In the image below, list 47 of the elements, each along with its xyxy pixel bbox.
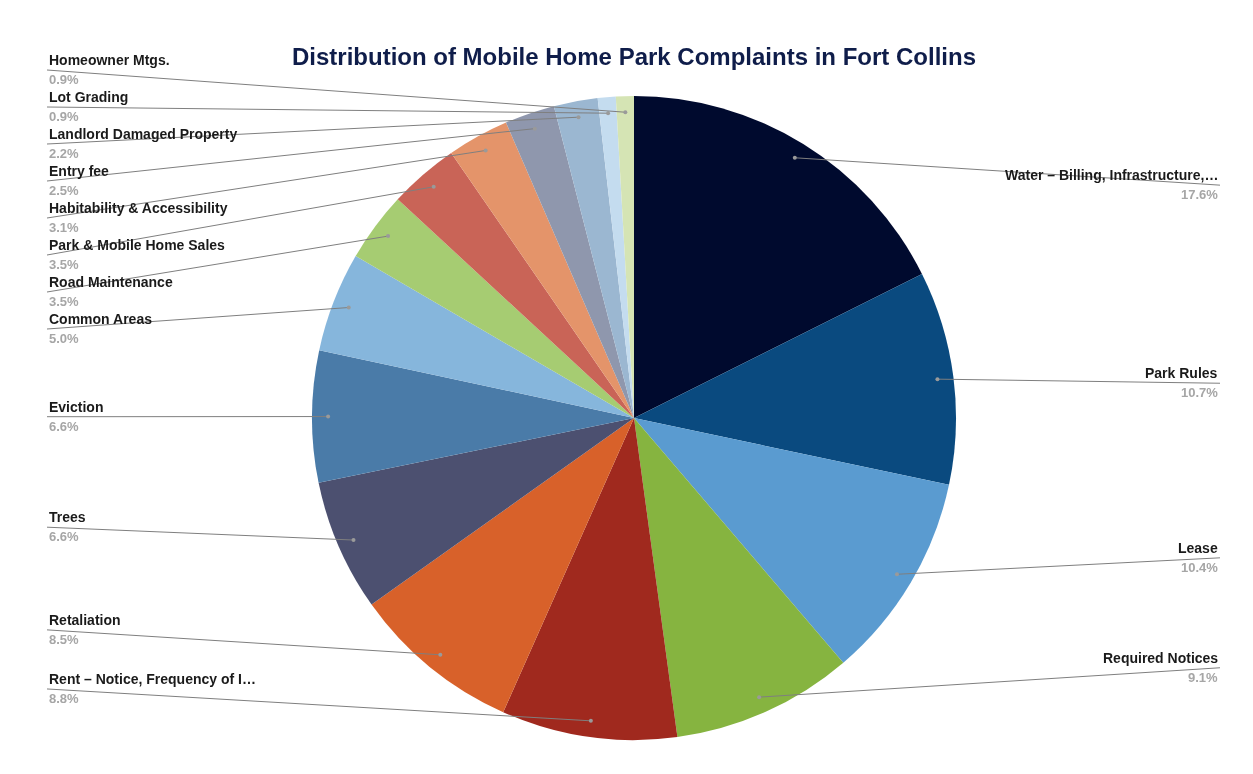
pie-slice xyxy=(371,418,634,713)
slice-label: Common Areas xyxy=(49,311,153,327)
pie-slice xyxy=(634,418,949,663)
data-label: 2.2% xyxy=(49,146,80,161)
slice-label: Eviction xyxy=(49,399,104,415)
slice-label: Landlord Damaged Property xyxy=(49,126,238,142)
data-label: 3.1% xyxy=(49,220,80,235)
slice-label: Retaliation xyxy=(49,612,121,628)
data-label: 3.5% xyxy=(49,294,80,309)
slice-label: Entry fee xyxy=(49,163,110,179)
data-label: 6.6% xyxy=(49,529,80,544)
data-label: 6.6% xyxy=(49,419,80,434)
pie-slice xyxy=(634,96,922,418)
data-label: 0.9% xyxy=(49,72,80,87)
pie-slice xyxy=(397,152,634,418)
slice-label: Trees xyxy=(49,509,86,525)
slice-label: Required Notices xyxy=(1103,650,1219,666)
slice-label: Rent – Notice, Frequency of I… xyxy=(49,671,256,687)
slice-label: Road Maintenance xyxy=(49,274,173,290)
data-label: 17.6% xyxy=(1181,187,1219,202)
data-label: 9.1% xyxy=(1188,670,1219,685)
data-label: 2.5% xyxy=(49,183,80,198)
chart-title: Distribution of Mobile Home Park Complaints in Fort Collins xyxy=(291,43,977,71)
data-label: 10.7% xyxy=(1181,385,1219,400)
data-label: 3.5% xyxy=(49,257,80,272)
pie-slice xyxy=(634,273,956,485)
pie-slice xyxy=(355,199,634,418)
slice-label: Habitability & Accessibility xyxy=(49,200,228,216)
slice-label: Park Rules xyxy=(1145,365,1218,381)
slice-label: Lease xyxy=(1178,540,1218,556)
pie-slice xyxy=(503,418,678,740)
pie-slice xyxy=(506,106,634,418)
pie-slice xyxy=(312,350,634,483)
slice-label: Park & Mobile Home Sales xyxy=(49,237,226,253)
data-label: 5.0% xyxy=(49,331,80,346)
slice-label: Lot Grading xyxy=(49,89,129,105)
data-label: 0.9% xyxy=(49,109,80,124)
slice-label: Water – Billing, Infrastructure,… xyxy=(1005,167,1219,183)
data-label: 10.4% xyxy=(1181,560,1219,575)
slice-label: Homeowner Mtgs. xyxy=(49,52,170,68)
data-label: 8.8% xyxy=(49,691,80,706)
data-label: 8.5% xyxy=(49,632,80,647)
pie-slice xyxy=(634,418,844,738)
pie-slice xyxy=(318,418,634,605)
pie-slice xyxy=(553,98,634,418)
pie-slice xyxy=(319,256,634,418)
pie-slice xyxy=(451,122,634,418)
